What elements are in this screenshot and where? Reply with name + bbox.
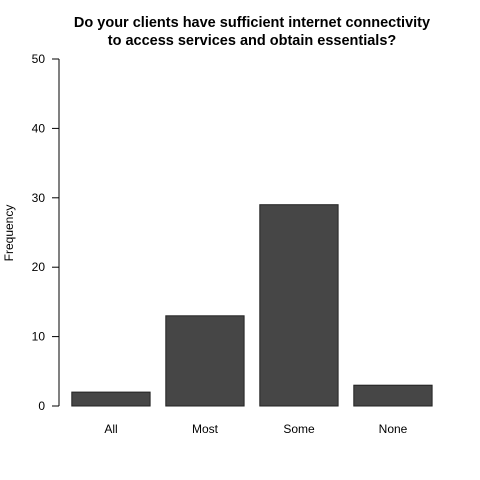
bars bbox=[71, 204, 433, 407]
x-tick-label: All bbox=[104, 422, 117, 436]
bar-most bbox=[165, 315, 245, 407]
x-axis-labels: All Most Some None bbox=[104, 422, 407, 436]
bar-all bbox=[71, 391, 151, 407]
chart-title-line-2: to access services and obtain essentials… bbox=[108, 33, 397, 49]
y-axis-label: Frequency bbox=[2, 205, 16, 262]
bar-none bbox=[353, 384, 433, 407]
y-tick-label: 10 bbox=[32, 330, 46, 344]
y-tick-label: 20 bbox=[32, 260, 46, 274]
y-tick-label: 0 bbox=[38, 399, 45, 413]
y-tick-label: 40 bbox=[32, 121, 46, 135]
x-tick-label: None bbox=[379, 422, 408, 436]
chart-title-line-1: Do your clients have sufficient internet… bbox=[74, 15, 430, 31]
bar-some bbox=[259, 204, 339, 407]
y-axis: 0 10 20 30 40 50 bbox=[32, 52, 60, 413]
y-tick-label: 50 bbox=[32, 52, 46, 66]
x-tick-label: Some bbox=[283, 422, 315, 436]
y-tick-label: 30 bbox=[32, 191, 46, 205]
x-tick-label: Most bbox=[192, 422, 219, 436]
